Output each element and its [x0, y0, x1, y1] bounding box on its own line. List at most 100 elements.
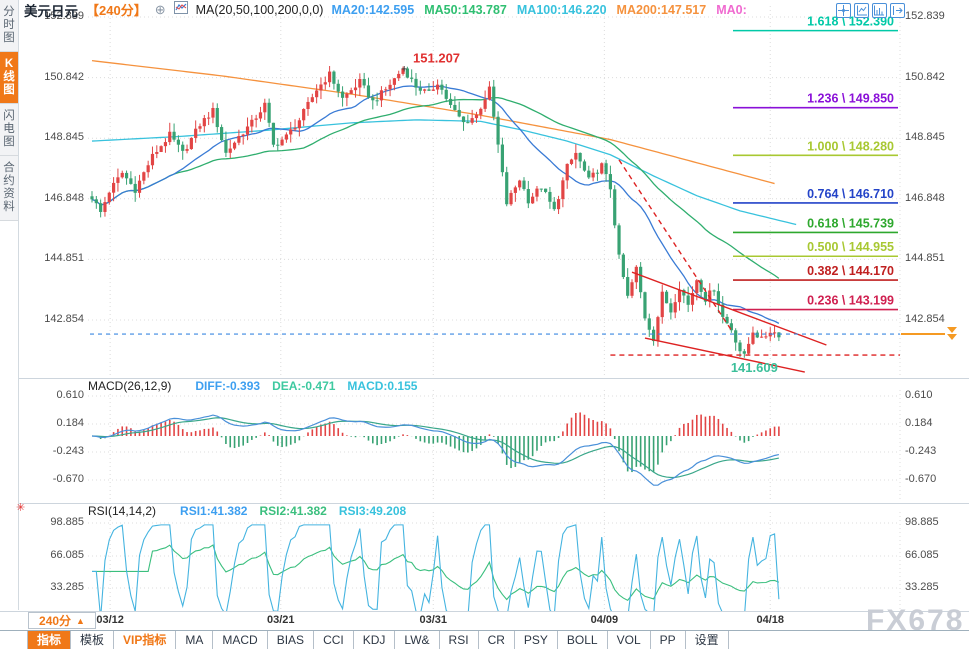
date-label: 03/31: [419, 614, 448, 626]
chart-tools: [836, 3, 905, 18]
axis-label: -0.670: [52, 473, 84, 485]
indicator-toolbar: 指标 模板 VIP指标 MA MACD BIAS CCI KDJ LW& RSI CR PSY BOLL…: [0, 630, 969, 649]
toolbar-item-PP[interactable]: PP: [651, 631, 686, 649]
panel-divider: [0, 378, 969, 379]
toolbar-item-RSI[interactable]: RSI: [440, 631, 479, 649]
sidebar-tab-kline[interactable]: K线图: [0, 52, 18, 104]
symbol-name: 美元日元: [24, 3, 78, 19]
axis-label: -0.243: [52, 445, 84, 457]
toolbar-item-模板[interactable]: 模板: [71, 631, 115, 649]
crosshair-icon[interactable]: [836, 3, 851, 18]
add-indicator-icon[interactable]: ⊕: [154, 2, 166, 17]
axis-label: -0.243: [905, 445, 937, 457]
toolbar-spacer: [0, 631, 28, 649]
svg-text:151.207: 151.207: [413, 51, 460, 66]
axis-label: 148.845: [905, 131, 945, 144]
axis-label: 66.085: [905, 548, 939, 561]
toolbar-item-KDJ[interactable]: KDJ: [354, 631, 396, 649]
axis-label: 0.610: [56, 389, 84, 401]
value-label: MA20:142.595: [331, 2, 415, 17]
ma-params-label: MA(20,50,100,200,0,0): [195, 2, 324, 17]
svg-text:141.609: 141.609: [731, 360, 778, 375]
indicator-chart-icon: [173, 0, 188, 19]
axis-label: 148.845: [44, 131, 84, 144]
toolbar-item-VOL[interactable]: VOL: [608, 631, 651, 649]
panel-divider: [0, 611, 969, 612]
scale-x-axis-icon[interactable]: [872, 3, 887, 18]
date-label: 03/12: [96, 614, 124, 626]
scale-y-axis-icon[interactable]: [854, 3, 869, 18]
macd-header: MACD(26,12,9) DIFF:-0.393 DEA:-0.471 MACD:0…: [88, 379, 418, 393]
toolbar-item-指标[interactable]: 指标: [28, 631, 72, 649]
toolbar-item-PSY[interactable]: PSY: [515, 631, 558, 649]
toolbar-item-LW&[interactable]: LW&: [395, 631, 440, 649]
svg-text:+: +: [401, 64, 407, 76]
pan-right-icon[interactable]: [890, 3, 905, 18]
chart-header: 美元日元 【240分】 ⊕ MA(20,50,100,200,0,0) MA20…: [24, 0, 757, 19]
svg-text:1.618 \ 152.390: 1.618 \ 152.390: [807, 15, 894, 29]
macd-title: MACD(26,12,9): [88, 379, 172, 393]
axis-label: 152.839: [905, 10, 945, 22]
axis-label: 146.848: [905, 191, 945, 204]
toolbar-item-BIAS[interactable]: BIAS: [268, 631, 315, 649]
chevron-up-icon: ▲: [76, 615, 85, 626]
axis-label: 144.851: [905, 252, 945, 265]
svg-text:0.382 \ 144.170: 0.382 \ 144.170: [807, 264, 894, 278]
latest-price-line: [901, 333, 945, 335]
svg-text:0.500 \ 144.955: 0.500 \ 144.955: [807, 240, 894, 254]
toolbar-item-MA[interactable]: MA: [176, 631, 214, 649]
svg-text:0.618 \ 145.739: 0.618 \ 145.739: [807, 216, 894, 230]
date-label: 04/09: [590, 614, 619, 626]
value-label: MA100:146.220: [516, 2, 607, 17]
axis-label: 0.184: [905, 417, 933, 429]
value-label: MA200:147.517: [616, 2, 707, 17]
axis-label: 146.848: [44, 191, 84, 204]
svg-text:0.236 \ 143.199: 0.236 \ 143.199: [807, 294, 894, 308]
svg-text:1.236 \ 149.850: 1.236 \ 149.850: [807, 92, 894, 106]
axis-label: 150.842: [44, 70, 84, 83]
value-label: RSI3:49.208: [338, 504, 407, 518]
date-label: 03/21: [267, 614, 295, 626]
toolbar-item-BOLL[interactable]: BOLL: [558, 631, 608, 649]
sidebar: 分时图 K线图 闪电图 合约资料: [0, 0, 19, 610]
sidebar-tab-timeline[interactable]: 分时图: [0, 0, 18, 52]
value-label: MACD:0.155: [347, 379, 418, 393]
macd-chart-svg[interactable]: [88, 390, 901, 502]
ma-values: MA20:142.595 MA50:143.787 MA100:146.220 MA2…: [331, 1, 756, 19]
panel-divider: [0, 503, 969, 504]
value-label: RSI1:41.382: [180, 504, 248, 518]
sidebar-tab-flash[interactable]: 闪电图: [0, 104, 18, 156]
indicator-alert-icon: ✳: [16, 502, 26, 514]
toolbar-item-CCI[interactable]: CCI: [314, 631, 354, 649]
value-label: DEA:-0.471: [272, 379, 336, 393]
latest-price-marker: [946, 326, 958, 347]
rsi-title: RSI(14,14,2): [88, 504, 157, 518]
axis-label: 142.854: [44, 313, 84, 325]
rsi-chart-svg[interactable]: [88, 512, 901, 612]
rsi-values: RSI1:41.382 RSI2:41.382 RSI3:49.208: [168, 504, 406, 518]
sidebar-tab-contract-info[interactable]: 合约资料: [0, 156, 18, 221]
axis-label: 0.610: [905, 389, 933, 401]
axis-label: 33.285: [905, 581, 939, 593]
value-label: RSI2:41.382: [259, 504, 327, 518]
axis-label: 150.842: [905, 70, 945, 83]
main-chart-svg[interactable]: 1.618 \ 152.390 1.236 \ 149.850 1.000 \ 14…: [88, 6, 901, 378]
toolbar-item-VIP指标[interactable]: VIP指标: [114, 631, 177, 649]
svg-text:1.000 \ 148.280: 1.000 \ 148.280: [807, 139, 894, 153]
axis-label: -0.670: [905, 473, 937, 485]
axis-label: 142.854: [905, 313, 945, 325]
date-label: 04/18: [756, 614, 784, 626]
axis-label: 33.285: [50, 581, 84, 593]
toolbar-item-设置[interactable]: 设置: [686, 631, 729, 649]
period-selector-button[interactable]: 240分 ▲: [28, 612, 96, 629]
axis-label: 144.851: [44, 252, 84, 265]
toolbar-item-MACD[interactable]: MACD: [213, 631, 268, 649]
value-label: MA50:143.787: [424, 2, 507, 17]
toolbar-item-CR[interactable]: CR: [479, 631, 515, 649]
axis-label: 66.085: [50, 548, 84, 561]
value-label: MA0:: [716, 2, 747, 17]
svg-text:0.764 \ 146.710: 0.764 \ 146.710: [807, 187, 894, 201]
axis-label: 98.885: [50, 516, 84, 528]
period-label: 【240分】: [86, 3, 147, 18]
